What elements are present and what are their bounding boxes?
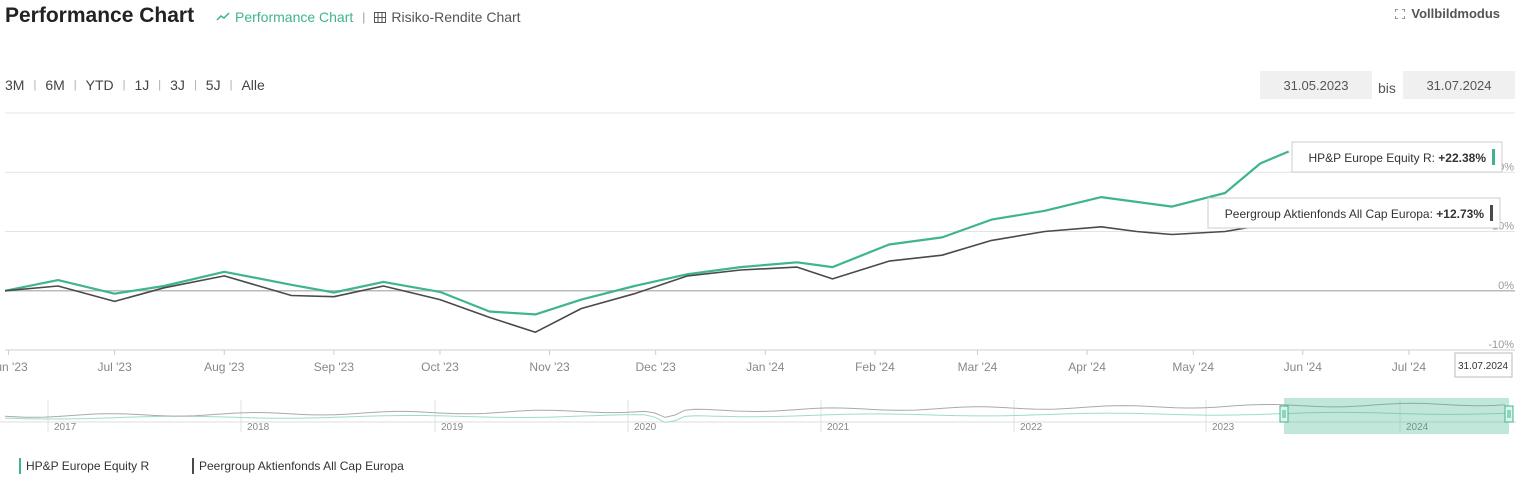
range-3j[interactable]: 3J — [170, 77, 185, 93]
x-tick-label: Jul '24 — [1392, 360, 1427, 374]
date-to-input[interactable]: 31.07.2024 — [1403, 71, 1515, 99]
tooltip-value: +22.38% — [1438, 151, 1486, 165]
expand-icon — [1395, 8, 1406, 19]
legend-swatch — [192, 458, 194, 474]
range-1j[interactable]: 1J — [134, 77, 150, 93]
range-alle[interactable]: Alle — [241, 77, 265, 93]
navigator-year-label: 2017 — [54, 422, 77, 433]
navigator-year-label: 2024 — [1406, 422, 1429, 433]
range-3m[interactable]: 3M — [5, 77, 25, 93]
line-chart-icon — [216, 12, 230, 21]
navigator-line-peer — [4, 402, 1506, 418]
navigator-selection — [1284, 398, 1509, 434]
navigator-year-label: 2021 — [827, 422, 850, 433]
navigator-year-label: 2023 — [1212, 422, 1235, 433]
legend-item-peer[interactable]: Peergroup Aktienfonds All Cap Europa — [192, 458, 404, 474]
range-separator: | — [229, 79, 233, 91]
x-tick-label: Mar '24 — [958, 360, 998, 374]
fullscreen-button[interactable]: Vollbildmodus — [1395, 6, 1500, 21]
legend-swatch — [19, 458, 21, 474]
legend-label: Peergroup Aktienfonds All Cap Europa — [199, 459, 404, 473]
fullscreen-label: Vollbildmodus — [1411, 6, 1500, 21]
tab-performance-chart[interactable]: Performance Chart — [216, 9, 353, 25]
tab-risk-return-chart[interactable]: Risiko-Rendite Chart — [374, 9, 521, 25]
tooltip-label: HP&P Europe Equity R: — [1308, 151, 1438, 165]
tab-risk-return-chart-label: Risiko-Rendite Chart — [391, 9, 521, 25]
navigator-handle-left[interactable] — [1279, 405, 1289, 423]
chart-tabs: Performance Chart | Risiko-Rendite Chart — [216, 9, 521, 25]
range-6m[interactable]: 6M — [45, 77, 65, 93]
range-selector: 3M | 6M | YTD | 1J | 3J | 5J | Alle — [5, 77, 265, 93]
series-line-fund — [4, 150, 1290, 316]
x-tick-label: May '24 — [1172, 360, 1214, 374]
series-line-peer — [4, 214, 1289, 333]
tooltip-peer: Peergroup Aktienfonds All Cap Europa: +1… — [1207, 197, 1501, 229]
x-tick-label: Jan '24 — [746, 360, 785, 374]
cursor-date-text: 31.07.2024 — [1458, 361, 1508, 372]
cursor-date-label: 31.07.2024 — [1454, 352, 1513, 378]
date-separator: bis — [1378, 80, 1396, 96]
range-separator: | — [122, 79, 126, 91]
tooltip-box — [1207, 197, 1501, 229]
legend-item-fund[interactable]: HP&P Europe Equity R — [19, 458, 149, 474]
date-from-input[interactable]: 31.05.2023 — [1260, 71, 1372, 99]
x-tick-label: Feb '24 — [855, 360, 895, 374]
range-separator: | — [73, 79, 77, 91]
x-tick-label: Dec '23 — [636, 360, 677, 374]
tab-performance-chart-label: Performance Chart — [235, 9, 354, 25]
navigator-line-fund — [4, 411, 1506, 423]
range-separator: | — [193, 79, 197, 91]
tooltip-text: HP&P Europe Equity R: +22.38% — [1308, 151, 1486, 165]
cursor-date-box — [1454, 352, 1513, 378]
y-tick-label: -10% — [1488, 339, 1514, 351]
grid-icon — [374, 11, 387, 23]
tooltip-marker — [1492, 149, 1495, 165]
x-tick-label: Jun '24 — [1284, 360, 1323, 374]
x-tick-label: Jul '23 — [97, 360, 132, 374]
navigator-year-label: 2022 — [1020, 422, 1043, 433]
legend-label: HP&P Europe Equity R — [26, 459, 150, 473]
range-ytd[interactable]: YTD — [85, 77, 114, 93]
tab-separator: | — [362, 10, 366, 24]
x-tick-label: Sep '23 — [314, 360, 355, 374]
x-tick-label: Aug '23 — [204, 360, 245, 374]
tooltip-label: Peergroup Aktienfonds All Cap Europa: — [1225, 207, 1436, 221]
y-tick-label: 0% — [1498, 280, 1514, 292]
page-title: Performance Chart — [5, 4, 195, 27]
tooltip-value: +12.73% — [1436, 207, 1484, 221]
tooltip-marker — [1490, 205, 1493, 221]
navigator-year-label: 2018 — [247, 422, 270, 433]
range-5j[interactable]: 5J — [205, 77, 221, 93]
tooltip-box — [1291, 141, 1503, 173]
navigator-year-label: 2020 — [634, 422, 657, 433]
x-tick-label: Apr '24 — [1068, 360, 1106, 374]
x-tick-label: Nov '23 — [529, 360, 570, 374]
x-tick-label: Jun '23 — [0, 360, 28, 374]
x-tick-label: Oct '23 — [421, 360, 459, 374]
navigator[interactable]: 2017 2018 2019 2020 2021 2022 2023 2024 — [0, 392, 1516, 438]
navigator-handle-right[interactable] — [1504, 405, 1514, 423]
tooltip-text: Peergroup Aktienfonds All Cap Europa: +1… — [1225, 207, 1485, 221]
range-separator: | — [158, 79, 162, 91]
range-separator: | — [33, 79, 37, 91]
tooltip-fund: HP&P Europe Equity R: +22.38% — [1291, 141, 1503, 173]
navigator-year-label: 2019 — [441, 422, 464, 433]
